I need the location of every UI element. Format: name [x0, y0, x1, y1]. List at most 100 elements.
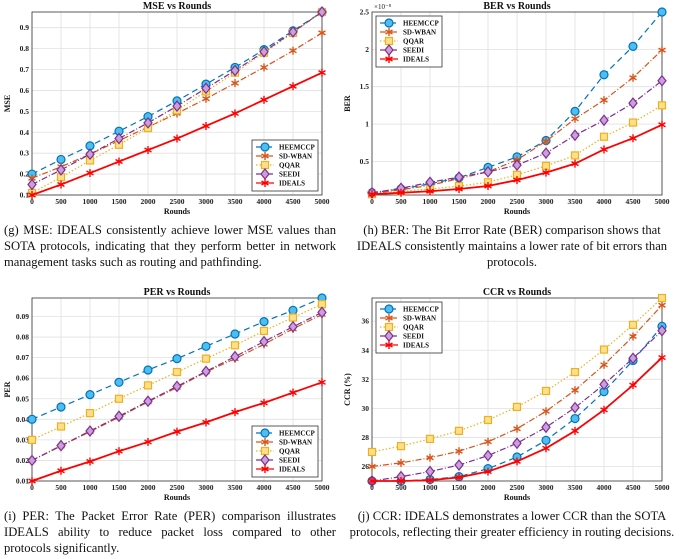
data-point-ideals — [318, 68, 326, 77]
data-point-seedi — [317, 6, 327, 18]
y-tick-label: 0.8 — [20, 44, 30, 53]
data-point-heemccp — [570, 413, 580, 424]
data-point-ideals — [571, 159, 579, 168]
chart-title: CCR vs Rounds — [483, 287, 551, 298]
x-tick-label: 1500 — [112, 197, 127, 206]
x-tick-label: 0 — [30, 197, 34, 206]
data-point-heemccp — [230, 329, 240, 339]
data-point-heemccp — [27, 414, 37, 424]
data-point-seedi — [570, 129, 580, 142]
data-point-ideals — [202, 418, 210, 427]
data-point-seedi — [541, 421, 551, 434]
data-point-ideals — [115, 157, 123, 166]
data-point-ideals — [658, 353, 666, 362]
x-tick-label: 5000 — [655, 197, 670, 206]
data-point-heemccp — [541, 435, 551, 445]
data-point-ideals — [260, 95, 268, 104]
data-point-heemccp — [56, 154, 66, 165]
x-tick-label: 2000 — [481, 197, 496, 206]
data-point-seedi — [599, 114, 609, 127]
data-point-ideals — [397, 188, 405, 197]
legend-label: HEEMCCP — [403, 20, 440, 28]
caption-ber: (h) BER: The Bit Error Rate (BER) compar… — [356, 223, 668, 269]
data-point-qqar — [85, 409, 95, 418]
data-point-seedi — [541, 147, 551, 160]
caption-mse: (g) MSE: IDEALS consistently achieve low… — [4, 223, 336, 269]
legend-label: SD-WBAN — [403, 29, 436, 37]
data-point-seedi — [85, 425, 95, 437]
chart-title: MSE vs Rounds — [143, 1, 211, 12]
ccr-chart: 0 500 1000 1500 2000 2500 3000 3500 4000 4500 5000… — [343, 287, 670, 501]
x-tick-label: 2500 — [170, 483, 185, 492]
data-point-sd-wban — [289, 46, 297, 55]
x-tick-label: 5000 — [315, 483, 330, 492]
x-tick-label: 1000 — [83, 483, 98, 492]
data-point-qqar — [483, 415, 493, 425]
y-axis-label: BER — [343, 95, 352, 112]
data-point-seedi — [201, 82, 211, 95]
x-tick-label: 1000 — [83, 197, 98, 206]
data-point-ideals — [426, 476, 434, 485]
y-axis-exponent: ×10⁻⁸ — [374, 3, 392, 11]
data-point-ideals — [57, 180, 65, 189]
data-point-qqar — [454, 426, 464, 435]
chart-title: BER vs Rounds — [483, 1, 550, 12]
legend-marker — [260, 446, 270, 456]
legend-marker — [260, 142, 270, 152]
data-point-heemccp — [599, 70, 609, 80]
legend-label: SEEDI — [279, 171, 300, 179]
data-point-qqar — [512, 402, 522, 412]
data-point-ideals — [426, 187, 434, 196]
legend-marker — [261, 438, 269, 446]
legend-label: SEEDI — [403, 333, 424, 341]
data-point-sd-wban — [231, 79, 239, 88]
series-line-qqar — [371, 297, 663, 453]
data-point-seedi — [599, 378, 609, 391]
x-tick-label: 4500 — [626, 197, 641, 206]
data-point-qqar — [541, 161, 551, 170]
data-point-ideals — [368, 477, 376, 485]
legend-label: SD-WBAN — [403, 315, 436, 323]
data-point-seedi — [628, 97, 638, 110]
data-point-qqar — [143, 381, 153, 390]
legend-marker — [384, 322, 394, 332]
legend-label: QQAR — [279, 448, 301, 456]
x-tick-label: 2000 — [481, 483, 496, 492]
legend-marker — [385, 55, 393, 63]
legend-label: SEEDI — [279, 457, 300, 465]
data-point-ideals — [542, 444, 550, 453]
legend-marker — [260, 428, 270, 438]
legend-label: SEEDI — [403, 47, 424, 55]
legend-label: SD-WBAN — [279, 439, 312, 447]
y-tick-label: 0.07 — [16, 353, 29, 362]
data-point-heemccp — [143, 365, 153, 375]
y-tick-label: 0.9 — [20, 23, 30, 32]
data-point-heemccp — [56, 402, 66, 412]
y-tick-label: 0.6 — [20, 86, 30, 95]
data-point-ideals — [600, 145, 608, 154]
series-line-seedi — [371, 330, 663, 482]
data-point-seedi — [288, 320, 298, 333]
data-point-ideals — [600, 405, 608, 414]
chart-title: PER vs Rounds — [144, 287, 211, 298]
legend-marker — [261, 179, 269, 187]
data-point-ideals — [173, 134, 181, 143]
data-point-qqar — [628, 118, 638, 127]
data-point-ideals — [484, 182, 492, 191]
data-point-seedi — [512, 159, 522, 172]
data-point-ideals — [513, 457, 521, 466]
data-point-ideals — [28, 191, 36, 199]
x-tick-label: 2000 — [141, 483, 156, 492]
data-point-ideals — [260, 398, 268, 407]
data-point-ideals — [57, 466, 65, 475]
data-point-seedi — [570, 401, 580, 414]
data-point-ideals — [231, 109, 239, 118]
data-point-ideals — [571, 426, 579, 435]
plot-frame — [31, 297, 323, 482]
x-tick-label: 0 — [30, 483, 34, 492]
data-point-ideals — [86, 169, 94, 178]
series-line-heemccp — [371, 11, 663, 194]
series-line-heemccp — [31, 297, 323, 420]
data-point-sd-wban — [368, 462, 376, 471]
data-point-qqar — [657, 293, 667, 303]
